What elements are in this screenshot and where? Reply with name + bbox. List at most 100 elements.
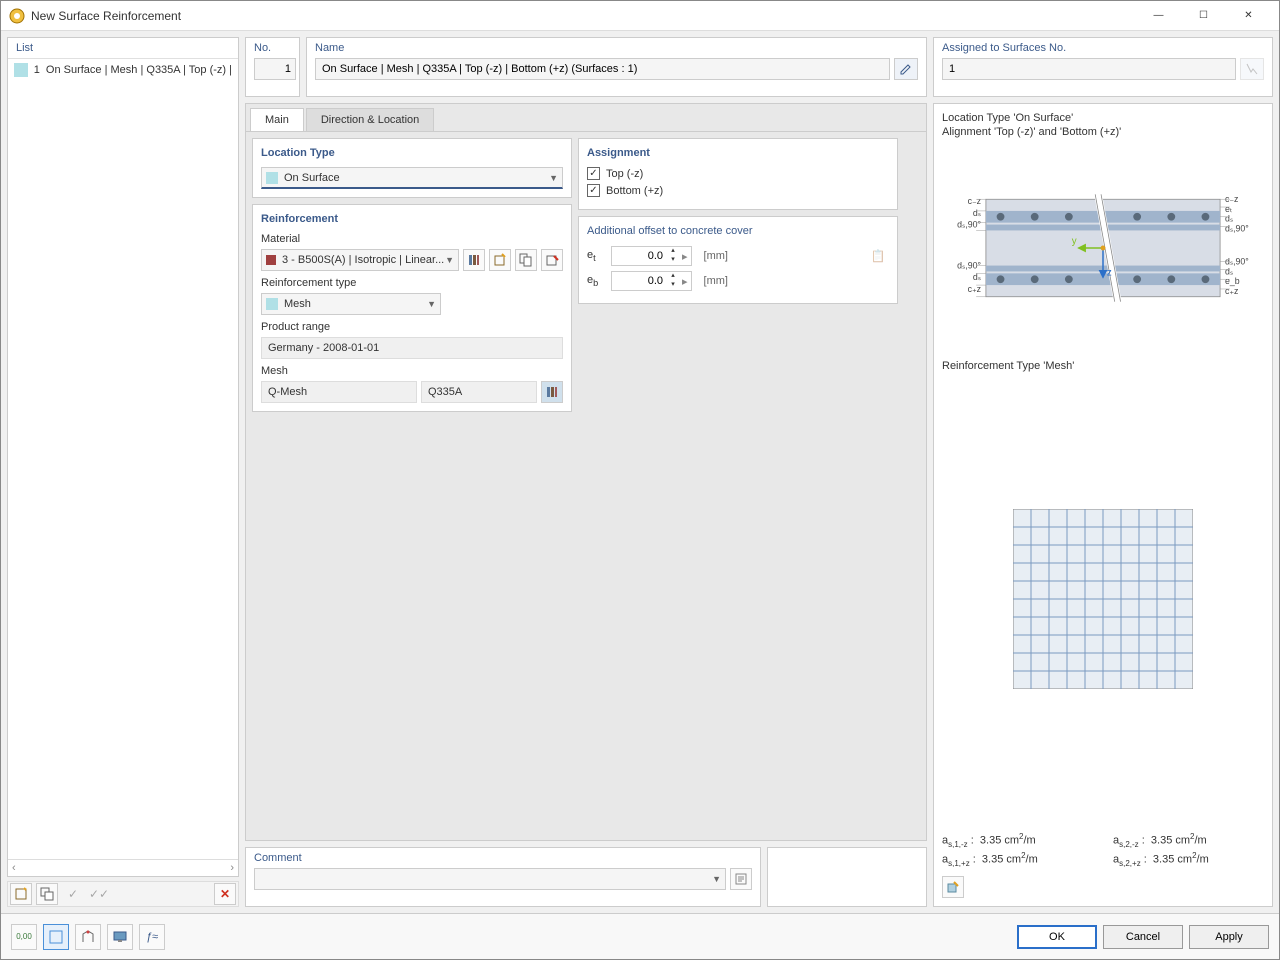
delete-button[interactable]: ✕ xyxy=(214,883,236,905)
svg-text:dₛ,90°: dₛ,90° xyxy=(1225,223,1249,233)
list-item-label: On Surface | Mesh | Q335A | Top (-z) | xyxy=(46,64,232,76)
surface-icon xyxy=(266,172,278,184)
eb-spinner[interactable]: ▴▾ ▸ xyxy=(611,271,692,291)
left-column: List 1 On Surface | Mesh | Q335A | Top (… xyxy=(7,37,239,907)
material-label: Material xyxy=(261,233,563,245)
mesh-label: Mesh xyxy=(261,365,563,377)
material-value: 3 - B500S(A) | Isotropic | Linear... xyxy=(282,254,444,266)
chevron-down-icon: ▼ xyxy=(712,874,721,884)
svg-text:eₜ: eₜ xyxy=(1225,204,1233,214)
mesh-icon xyxy=(266,298,278,310)
chevron-down-icon: ▼ xyxy=(445,255,454,265)
comment-box: Comment ▼ xyxy=(245,847,761,907)
calendar-icon[interactable]: 📋 xyxy=(867,245,889,267)
result-21: as,1,+z : 3.35 cm2/m xyxy=(942,851,1093,868)
chk-top-row[interactable]: ✓ Top (-z) xyxy=(587,167,889,180)
svg-text:dₛ: dₛ xyxy=(973,272,981,282)
surface-icon xyxy=(14,63,28,77)
material-lib-button[interactable] xyxy=(463,249,485,271)
material-combo[interactable]: 3 - B500S(A) | Isotropic | Linear... ▼ xyxy=(261,249,459,271)
check-button[interactable]: ✓ xyxy=(62,883,84,905)
name-input[interactable] xyxy=(315,58,890,80)
et-unit: [mm] xyxy=(704,250,728,262)
offset-title: Additional offset to concrete cover xyxy=(587,225,889,237)
reinf-type-combo[interactable]: Mesh ▼ xyxy=(261,293,441,315)
preview-box: Location Type 'On Surface' Alignment 'To… xyxy=(933,103,1273,907)
list-hscroll[interactable]: ‹› xyxy=(8,859,238,876)
header-row: No. Name xyxy=(245,37,927,97)
assigned-input[interactable] xyxy=(942,58,1236,80)
svg-text:c₋z: c₋z xyxy=(968,196,981,206)
step-icon[interactable]: ▸ xyxy=(679,250,691,263)
app-icon xyxy=(9,8,25,24)
product-range-value: Germany - 2008-01-01 xyxy=(261,337,563,359)
material-copy-button[interactable] xyxy=(515,249,537,271)
new-button[interactable] xyxy=(10,883,32,905)
product-range-label: Product range xyxy=(261,321,563,333)
maximize-button[interactable]: ☐ xyxy=(1181,2,1226,30)
svg-text:dₛ,90°: dₛ,90° xyxy=(957,220,981,230)
content-area: List 1 On Surface | Mesh | Q335A | Top (… xyxy=(1,31,1279,913)
edit-name-button[interactable] xyxy=(894,58,918,80)
tab-main-content: Location Type On Surface ▼ Reinforcement… xyxy=(246,132,926,840)
mesh-lib-button[interactable] xyxy=(541,381,563,403)
et-label: et xyxy=(587,249,603,263)
preview-settings-button[interactable] xyxy=(942,876,964,898)
spin-down[interactable]: ▾ xyxy=(667,281,679,290)
titlebar: New Surface Reinforcement — ☐ ✕ xyxy=(1,1,1279,31)
cross-section-diagram: y z c₋zdₛdₛ,90° dₛ,90°dₛc₊z xyxy=(942,148,1264,348)
spin-up[interactable]: ▴ xyxy=(667,272,679,281)
cancel-button[interactable]: Cancel xyxy=(1103,925,1183,949)
checkbox-top[interactable]: ✓ xyxy=(587,167,600,180)
reinforcement-section: Reinforcement Material 3 - B500S(A) | Is… xyxy=(252,204,572,412)
footer: 0,00 ƒ≈ OK Cancel Apply xyxy=(1,913,1279,959)
chevron-down-icon: ▼ xyxy=(549,173,558,183)
reinforcement-title: Reinforcement xyxy=(261,213,563,225)
no-input[interactable] xyxy=(254,58,296,80)
apply-button[interactable]: Apply xyxy=(1189,925,1269,949)
model-button[interactable] xyxy=(75,924,101,950)
tabs-container: Main Direction & Location Location Type … xyxy=(245,103,927,841)
location-type-title: Location Type xyxy=(261,147,563,159)
et-spinner[interactable]: ▴▾ ▸ xyxy=(611,246,692,266)
list-body[interactable]: 1 On Surface | Mesh | Q335A | Top (-z) | xyxy=(8,59,238,859)
window-title: New Surface Reinforcement xyxy=(31,9,1136,23)
list-item-num: 1 xyxy=(34,64,40,76)
et-input[interactable] xyxy=(612,250,667,262)
spin-down[interactable]: ▾ xyxy=(667,256,679,265)
ok-button[interactable]: OK xyxy=(1017,925,1097,949)
list-toolbar: ✓ ✓✓ ✕ xyxy=(7,881,239,907)
no-label: No. xyxy=(254,42,291,54)
eb-input[interactable] xyxy=(612,275,667,287)
comment-edit-button[interactable] xyxy=(730,868,752,890)
display-button[interactable] xyxy=(107,924,133,950)
view-mode-button[interactable] xyxy=(43,924,69,950)
checkall-button[interactable]: ✓✓ xyxy=(88,883,110,905)
list-item[interactable]: 1 On Surface | Mesh | Q335A | Top (-z) | xyxy=(10,61,236,79)
spin-up[interactable]: ▴ xyxy=(667,247,679,256)
units-button[interactable]: 0,00 xyxy=(11,924,37,950)
material-new-button[interactable] xyxy=(489,249,511,271)
list-panel: List 1 On Surface | Mesh | Q335A | Top (… xyxy=(7,37,239,877)
function-button[interactable]: ƒ≈ xyxy=(139,924,165,950)
assignment-section: Assignment ✓ Top (-z) ✓ Bottom (+z) xyxy=(578,138,898,210)
tab-main[interactable]: Main xyxy=(250,108,304,131)
close-button[interactable]: ✕ xyxy=(1226,2,1271,30)
name-field: Name xyxy=(306,37,927,97)
mesh-preview-label: Reinforcement Type 'Mesh' xyxy=(942,360,1264,372)
minimize-button[interactable]: — xyxy=(1136,2,1181,30)
reinf-type-label: Reinforcement type xyxy=(261,277,563,289)
chk-bottom-row[interactable]: ✓ Bottom (+z) xyxy=(587,184,889,197)
location-type-combo[interactable]: On Surface ▼ xyxy=(261,167,563,189)
copy-button[interactable] xyxy=(36,883,58,905)
svg-text:y: y xyxy=(1072,236,1077,247)
checkbox-bottom[interactable]: ✓ xyxy=(587,184,600,197)
eb-label: eb xyxy=(587,274,603,288)
pick-surface-button[interactable] xyxy=(1240,58,1264,80)
material-delete-button[interactable] xyxy=(541,249,563,271)
tab-direction[interactable]: Direction & Location xyxy=(306,108,434,131)
middle-column: No. Name Main Direction & Location xyxy=(245,37,927,907)
comment-combo[interactable]: ▼ xyxy=(254,868,726,890)
name-label: Name xyxy=(315,42,918,54)
step-icon[interactable]: ▸ xyxy=(679,275,691,288)
